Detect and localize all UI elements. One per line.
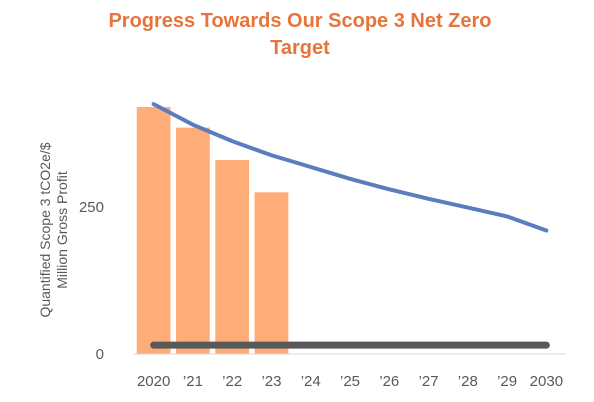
x-tick-label-1: ’21 bbox=[183, 373, 203, 390]
chart-title: Progress Towards Our Scope 3 Net Zero Ta… bbox=[40, 8, 560, 62]
series-line-1 bbox=[151, 102, 549, 233]
bar-3 bbox=[254, 192, 289, 354]
x-tick-label-5: ’25 bbox=[340, 373, 360, 390]
x-tick-label-9: ’29 bbox=[497, 373, 517, 390]
x-tick-label-4: ’24 bbox=[301, 373, 321, 390]
x-tick-label-6: ’26 bbox=[379, 373, 399, 390]
bar-0 bbox=[136, 107, 171, 354]
chart-title-line-1: Progress Towards Our Scope 3 Net Zero bbox=[108, 10, 492, 32]
bar-2 bbox=[215, 159, 250, 354]
y-tick-label-1: 250 bbox=[79, 199, 104, 216]
bar-1 bbox=[176, 127, 210, 355]
chart-title-line-2: Target bbox=[270, 37, 330, 59]
x-tick-label-3: ’23 bbox=[261, 373, 281, 390]
x-tick-label-7: ’27 bbox=[419, 373, 439, 390]
y-tick-label-0: 0 bbox=[96, 346, 104, 363]
x-tick-label-8: ’28 bbox=[458, 373, 478, 390]
x-tick-label-2: ’22 bbox=[222, 373, 242, 390]
x-tick-label-0: 2020 bbox=[137, 373, 170, 390]
y-ticks-group: 0 250 bbox=[79, 199, 104, 363]
x-tick-label-10: 2030 bbox=[530, 373, 563, 390]
lines-group bbox=[150, 102, 550, 349]
x-ticks-group: 2020 ’21 ’22 ’23 ’24 ’25 ’26 ’27 ’28 ’29 2030 bbox=[137, 373, 563, 390]
bars-group bbox=[136, 107, 289, 355]
